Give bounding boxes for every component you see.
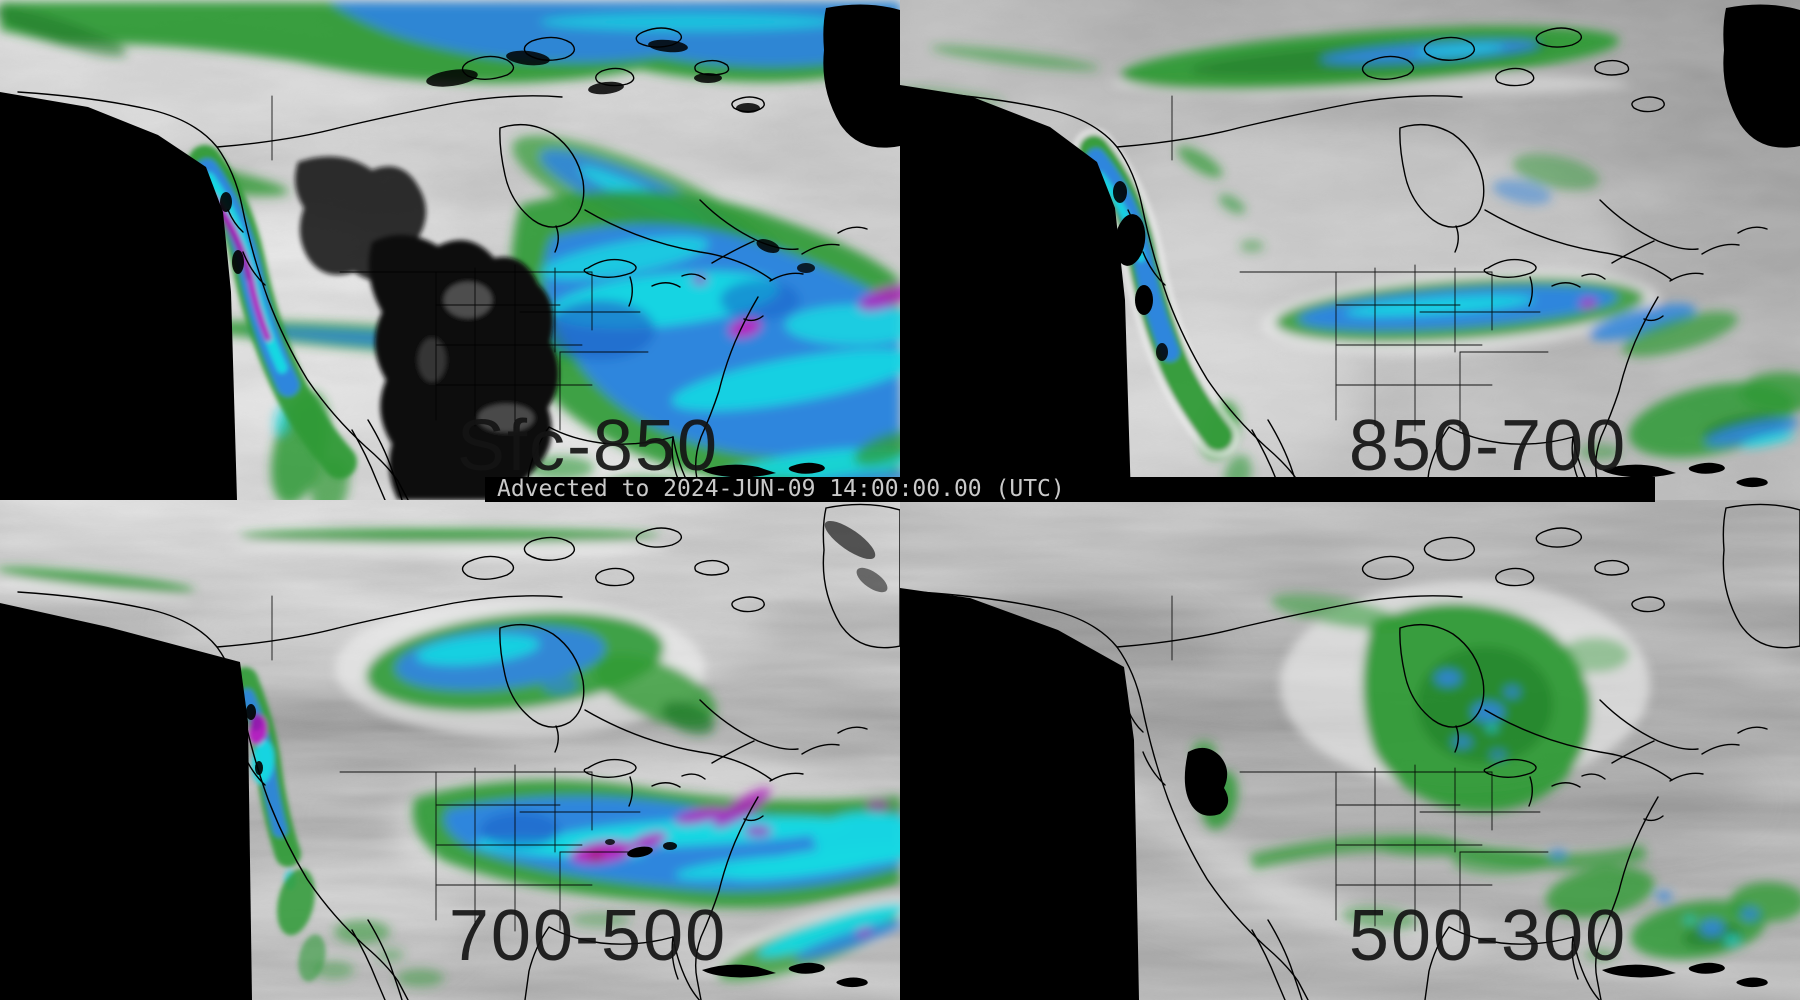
panel-500-300: 500-300	[900, 500, 1800, 1000]
moisture-plumes	[1192, 580, 1800, 961]
no-data-mask	[900, 503, 1800, 1000]
panel-700-500: 700-500	[0, 500, 900, 1000]
no-data-and-terrain-mask	[0, 4, 900, 500]
timestamp-text: Advected to 2024-JUN-09 14:00:00.00 (UTC…	[497, 476, 1065, 502]
map-canvas-700-500	[0, 500, 900, 1000]
map-canvas-sfc-850	[0, 0, 900, 500]
panel-850-700: 850-700	[900, 0, 1800, 500]
map-canvas-850-700	[900, 0, 1800, 500]
no-data-mask	[900, 4, 1800, 500]
timestamp-bar: Advected to 2024-JUN-09 14:00:00.00 (UTC…	[485, 477, 1655, 502]
panel-sfc-850: Sfc-850	[0, 0, 900, 500]
map-canvas-500-300	[900, 500, 1800, 1000]
moisture-plumes	[900, 25, 1800, 494]
